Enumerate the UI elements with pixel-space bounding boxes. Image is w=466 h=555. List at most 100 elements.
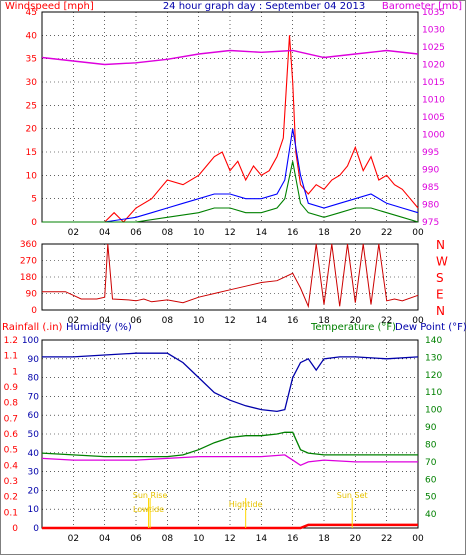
- direction-y-tick: 180: [20, 273, 37, 283]
- compass-label: W: [436, 255, 448, 269]
- climate-x-tick: 16: [287, 534, 299, 544]
- wind-x-tick: 10: [193, 228, 205, 238]
- wind-y-label: Windspeed [mph]: [5, 1, 94, 12]
- direction-x-tick: 14: [256, 316, 268, 326]
- humidity-y-tick: 70: [28, 392, 40, 402]
- climate-x-tick: 14: [256, 534, 268, 544]
- barometer-y-tick: 1020: [422, 61, 445, 71]
- barometer-y-tick: 990: [422, 166, 439, 176]
- humidity-y-tick: 40: [28, 449, 40, 459]
- series-wind-line: [42, 161, 419, 223]
- direction-x-tick: 04: [99, 316, 111, 326]
- wind-y-tick: 10: [26, 171, 38, 181]
- barometer-y-tick: 985: [422, 183, 439, 193]
- climate-x-tick: 22: [381, 534, 392, 544]
- barometer-y-tick: 1005: [422, 113, 445, 123]
- barometer-y-tick: 1030: [422, 26, 445, 36]
- series-dew-point-line: [41, 454, 418, 467]
- series-gust-line: [42, 35, 419, 223]
- barometer-y-label: Barometer [mb]: [382, 1, 462, 12]
- climate-x-tick: 00: [412, 534, 424, 544]
- wind-x-tick: 08: [162, 228, 174, 238]
- barometer-y-tick: 1025: [422, 43, 445, 53]
- humidity-y-tick: 50: [28, 430, 40, 440]
- rain-y-tick: 1: [12, 367, 18, 377]
- series-humidity-line: [42, 352, 419, 413]
- humidity-y-tick: 20: [28, 486, 40, 496]
- temperature-y-tick: 80: [425, 440, 437, 450]
- wind-x-tick: 12: [224, 228, 235, 238]
- wind-y-tick: 15: [26, 148, 37, 158]
- temperature-y-label: Temperature (°F): [310, 322, 396, 333]
- series-average-line: [42, 128, 419, 223]
- wind-x-tick: 14: [256, 228, 268, 238]
- climate-x-tick: 10: [193, 534, 205, 544]
- barometer-y-tick: 1010: [422, 96, 445, 106]
- wind-x-tick: 22: [381, 228, 392, 238]
- direction-y-tick: 360: [20, 240, 37, 250]
- rain-y-tick: 0.5: [4, 446, 18, 456]
- wind-x-tick: 04: [99, 228, 111, 238]
- temperature-y-tick: 70: [425, 458, 437, 468]
- temperature-y-tick: 140: [425, 336, 442, 346]
- wind-y-tick: 30: [26, 78, 38, 88]
- climate-x-tick: 18: [318, 534, 330, 544]
- barometer-y-tick: 980: [422, 201, 439, 211]
- wind-x-tick: 16: [287, 228, 299, 238]
- temperature-y-tick: 60: [425, 475, 437, 485]
- humidity-y-tick: 90: [28, 355, 40, 365]
- direction-x-tick: 02: [68, 316, 79, 326]
- direction-x-tick: 10: [193, 316, 205, 326]
- temperature-y-tick: 40: [425, 510, 437, 520]
- wind-x-tick: 00: [412, 228, 424, 238]
- barometer-y-tick: 1000: [422, 131, 445, 141]
- series-temperature-line: [41, 431, 418, 458]
- rain-y-label: Rainfall (.in): [2, 322, 63, 333]
- rain-y-tick: 0.2: [4, 493, 18, 503]
- chart-title: 24 hour graph day : September 04 2013: [163, 1, 365, 12]
- climate-x-tick: 02: [68, 534, 79, 544]
- direction-y-tick: 270: [20, 257, 37, 267]
- direction-x-tick: 20: [350, 316, 362, 326]
- wind-y-tick: 0: [31, 218, 37, 228]
- series-barometer-line: [41, 49, 419, 66]
- direction-x-tick: 12: [224, 316, 235, 326]
- direction-x-tick: 06: [130, 316, 142, 326]
- event-label: Hightide: [229, 500, 263, 509]
- humidity-y-tick: 30: [28, 468, 40, 478]
- direction-y-tick: 0: [31, 306, 37, 316]
- wind-x-tick: 06: [130, 228, 142, 238]
- wind-x-tick: 18: [318, 228, 330, 238]
- climate-x-tick: 08: [162, 534, 174, 544]
- rain-y-tick: 0.3: [4, 477, 18, 487]
- barometer-y-tick: 1015: [422, 78, 445, 88]
- wind-y-tick: 45: [26, 8, 37, 18]
- direction-x-tick: 00: [412, 316, 424, 326]
- temperature-y-tick: 90: [425, 423, 437, 433]
- compass-label: N: [436, 304, 445, 318]
- rain-y-tick: 0.9: [4, 383, 19, 393]
- temperature-y-tick: 120: [425, 371, 442, 381]
- rain-y-tick: 0.7: [4, 414, 18, 424]
- climate-x-tick: 20: [350, 534, 362, 544]
- humidity-y-tick: 100: [22, 336, 39, 346]
- compass-label: N: [436, 238, 445, 252]
- climate-x-tick: 12: [224, 534, 235, 544]
- compass-label: E: [436, 288, 444, 302]
- climate-x-tick: 04: [99, 534, 111, 544]
- direction-x-tick: 18: [318, 316, 330, 326]
- direction-x-tick: 16: [287, 316, 299, 326]
- rain-y-tick: 1.1: [4, 352, 18, 362]
- event-label: Sun Rise: [133, 491, 168, 500]
- humidity-y-tick: 0: [33, 524, 39, 534]
- wind-y-tick: 25: [26, 101, 37, 111]
- barometer-y-tick: 1035: [422, 8, 445, 18]
- series-wind-direction-line: [42, 243, 419, 309]
- direction-y-tick: 90: [26, 290, 38, 300]
- climate-x-tick: 06: [130, 534, 142, 544]
- temperature-y-tick: 100: [425, 406, 442, 416]
- wind-x-tick: 20: [350, 228, 362, 238]
- direction-x-tick: 22: [381, 316, 392, 326]
- compass-label: S: [436, 271, 444, 285]
- rain-y-tick: 0.1: [4, 508, 18, 518]
